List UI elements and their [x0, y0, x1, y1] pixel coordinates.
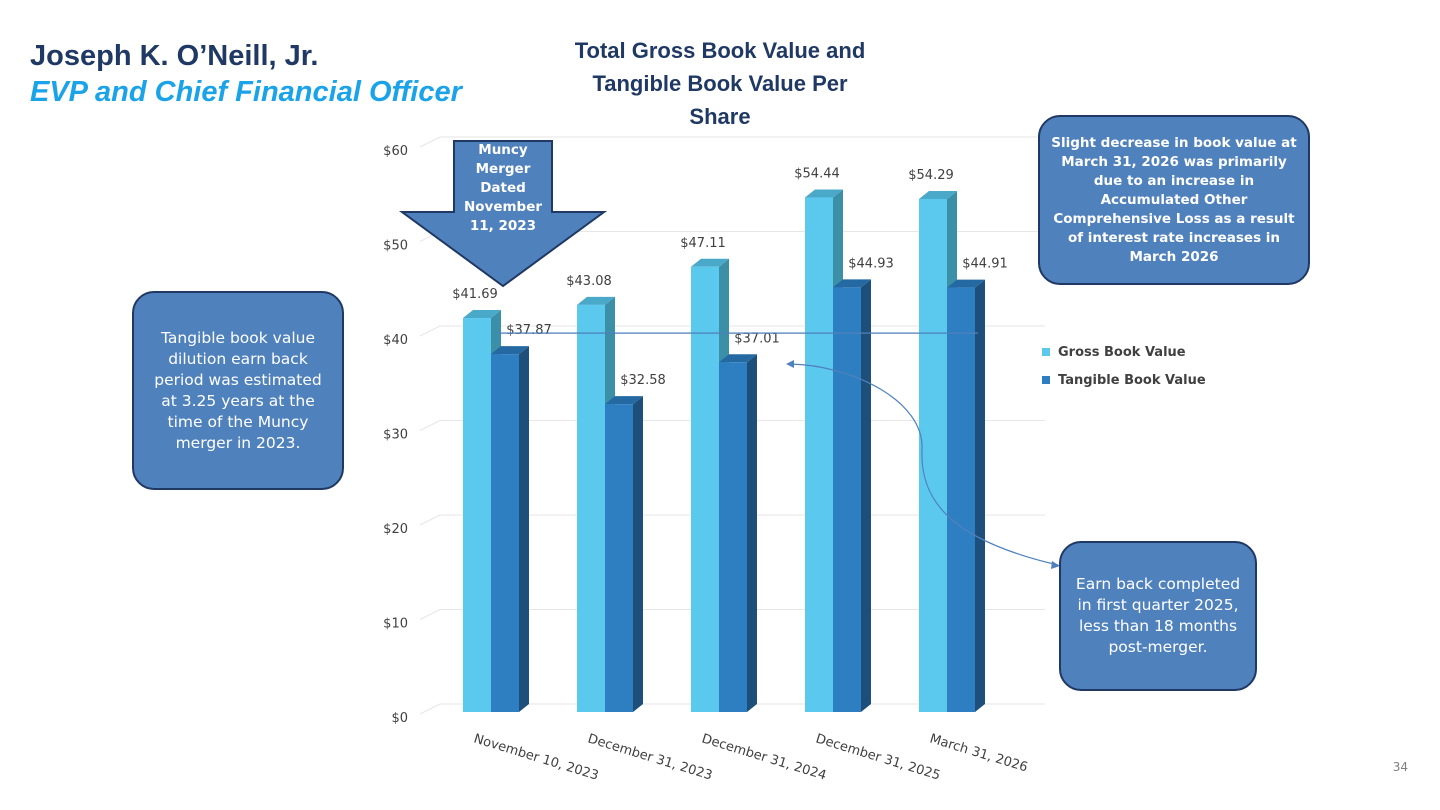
x-tick-label: March 31, 2026 — [928, 731, 1030, 775]
bar-top — [463, 310, 501, 319]
tangible-bar — [947, 279, 985, 712]
bar-top — [491, 346, 529, 355]
bar-front — [463, 318, 491, 712]
bar-top — [691, 258, 729, 267]
y-tick-label: $10 — [383, 617, 408, 632]
data-label: $43.08 — [566, 274, 612, 289]
connector-arrow — [789, 363, 1059, 566]
bar-top — [577, 296, 615, 305]
legend-item-tangible: Tangible Book Value — [1042, 366, 1206, 394]
bar-front — [605, 404, 633, 712]
bar-side — [975, 279, 985, 712]
legend-label-gross: Gross Book Value — [1058, 344, 1186, 360]
bar-front — [833, 287, 861, 712]
arrowhead-icon — [786, 360, 794, 368]
bar-front — [691, 266, 719, 712]
bar-front — [805, 197, 833, 713]
x-tick-label: November 10, 2023 — [472, 731, 600, 783]
legend-item-gross: Gross Book Value — [1042, 338, 1206, 366]
y-tick-label: $20 — [383, 522, 408, 537]
bar-side — [519, 346, 529, 712]
data-label: $32.58 — [620, 373, 666, 388]
x-tick-label: December 31, 2024 — [700, 731, 828, 783]
y-tick-label: $0 — [391, 711, 408, 726]
data-label: $47.11 — [680, 236, 726, 251]
gridline-depth — [419, 136, 441, 148]
tangible-bar — [605, 396, 643, 712]
bar-front — [577, 304, 605, 712]
tangible-bar — [833, 279, 871, 712]
bar-top — [605, 396, 643, 405]
legend-label-tangible: Tangible Book Value — [1058, 372, 1206, 388]
bar-front — [719, 362, 747, 712]
data-label: $41.69 — [452, 287, 498, 302]
arrowhead-icon — [1051, 561, 1060, 569]
data-label: $44.91 — [962, 257, 1008, 272]
y-tick-label: $50 — [383, 239, 408, 254]
merger-arrow-label: Muncy Merger Dated November 11, 2023 — [463, 142, 543, 234]
down-arrow-icon — [398, 140, 608, 288]
decrease-note-callout: Slight decrease in book value at March 3… — [1038, 115, 1310, 285]
chart-title: Total Gross Book Value and Tangible Book… — [574, 38, 866, 129]
data-label: $54.29 — [908, 168, 954, 183]
bar-front — [947, 287, 975, 712]
gridline-depth — [419, 420, 441, 431]
data-label: $37.01 — [734, 331, 780, 346]
chart-legend: Gross Book Value Tangible Book Value — [1042, 338, 1206, 394]
gridline-depth — [419, 609, 441, 620]
legend-swatch-gross — [1042, 348, 1050, 356]
bar-top — [833, 279, 871, 288]
bar-top — [947, 279, 985, 288]
y-tick-label: $40 — [383, 333, 408, 348]
page-number: 34 — [1392, 760, 1408, 774]
data-label: $37.87 — [506, 323, 552, 338]
data-label: $44.93 — [848, 256, 894, 271]
earn-back-period-callout: Tangible book value dilution earn back p… — [132, 291, 344, 490]
bar-top — [719, 354, 757, 363]
bar-top — [805, 189, 843, 198]
bar-side — [633, 396, 643, 712]
bar-top — [919, 190, 957, 199]
presenter-role: EVP and Chief Financial Officer — [30, 76, 462, 108]
y-tick-label: $60 — [383, 144, 408, 159]
x-tick-label: December 31, 2025 — [814, 731, 942, 783]
data-label: $54.44 — [794, 167, 840, 182]
tangible-bar — [491, 346, 529, 712]
gridline-depth — [419, 514, 441, 526]
tangible-bar — [719, 354, 757, 712]
x-tick-label: December 31, 2023 — [586, 731, 714, 783]
bar-front — [919, 198, 947, 713]
earn-back-completed-callout: Earn back completed in first quarter 202… — [1059, 541, 1257, 691]
legend-swatch-tangible — [1042, 376, 1050, 384]
bar-side — [861, 279, 871, 712]
gridline-depth — [419, 703, 441, 715]
y-tick-label: $30 — [383, 428, 408, 443]
gridline-depth — [419, 325, 441, 337]
presenter-name: Joseph K. O’Neill, Jr. — [30, 40, 319, 72]
bar-front — [491, 354, 519, 712]
bar-side — [747, 354, 757, 712]
